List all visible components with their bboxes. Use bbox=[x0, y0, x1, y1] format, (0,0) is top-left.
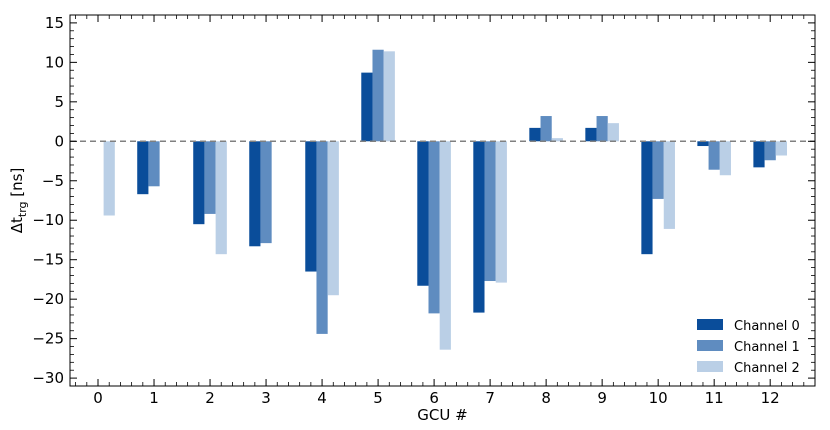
bar-channel-1-gcu-12 bbox=[764, 141, 776, 161]
y-tick-label: −30 bbox=[32, 369, 64, 387]
legend-swatch-channel-2 bbox=[697, 361, 723, 372]
y-tick-label: 5 bbox=[54, 93, 64, 111]
bar-channel-2-gcu-0 bbox=[103, 141, 115, 216]
bar-channel-0-gcu-1 bbox=[137, 141, 149, 195]
bar-channel-2-gcu-12 bbox=[775, 141, 787, 156]
bar-channel-0-gcu-11 bbox=[697, 141, 709, 147]
bar-channel-0-gcu-5 bbox=[361, 72, 373, 142]
bar-channel-0-gcu-4 bbox=[305, 141, 317, 272]
bar-channel-2-gcu-4 bbox=[327, 141, 339, 296]
x-tick-label: 11 bbox=[705, 389, 724, 407]
y-tick-label: −20 bbox=[32, 290, 64, 308]
x-tick-label: 2 bbox=[205, 389, 215, 407]
legend: Channel 0 Channel 1 Channel 2 bbox=[697, 319, 800, 376]
bar-channel-1-gcu-3 bbox=[260, 141, 272, 244]
bar-channel-0-gcu-10 bbox=[641, 141, 653, 255]
x-tick-label: 12 bbox=[761, 389, 780, 407]
bar-channel-1-gcu-1 bbox=[148, 141, 160, 187]
bar-channel-1-gcu-5 bbox=[372, 49, 384, 142]
ticks-layer bbox=[70, 14, 816, 387]
bar-channel-2-gcu-11 bbox=[719, 141, 731, 176]
y-axis-label-subscript: trg bbox=[16, 202, 29, 218]
bar-channel-1-gcu-10 bbox=[652, 141, 664, 199]
bar-channel-0-gcu-9 bbox=[585, 127, 597, 142]
bar-channel-2-gcu-9 bbox=[607, 123, 619, 142]
bar-channel-2-gcu-5 bbox=[383, 51, 395, 142]
bar-channel-1-gcu-7 bbox=[484, 141, 496, 282]
legend-label-channel-2: Channel 2 bbox=[734, 361, 800, 376]
x-tick-label: 8 bbox=[541, 389, 551, 407]
bar-channel-1-gcu-9 bbox=[596, 116, 608, 142]
legend-label-channel-0: Channel 0 bbox=[734, 319, 800, 334]
x-tick-label: 0 bbox=[93, 389, 103, 407]
x-tick-label: 3 bbox=[261, 389, 271, 407]
y-tick-label: −10 bbox=[32, 211, 64, 229]
bar-channel-1-gcu-8 bbox=[540, 116, 552, 142]
bar-channel-2-gcu-2 bbox=[215, 141, 227, 255]
bar-channel-0-gcu-2 bbox=[193, 141, 205, 225]
legend-swatch-channel-0 bbox=[697, 319, 723, 330]
x-tick-label: 4 bbox=[317, 389, 327, 407]
bar-channel-2-gcu-6 bbox=[439, 141, 451, 350]
y-tick-label: −15 bbox=[32, 251, 64, 269]
bar-channel-0-gcu-8 bbox=[529, 127, 541, 142]
x-tick-label: 5 bbox=[373, 389, 383, 407]
y-axis-label-main: Δt bbox=[8, 217, 26, 233]
bar-channel-2-gcu-8 bbox=[551, 138, 563, 142]
legend-label-channel-1: Channel 1 bbox=[734, 340, 800, 355]
bar-channel-0-gcu-12 bbox=[753, 141, 765, 168]
bar-channel-0-gcu-7 bbox=[473, 141, 485, 313]
axes-layer bbox=[69, 14, 816, 387]
y-tick-label: −25 bbox=[32, 330, 64, 348]
bar-channel-2-gcu-10 bbox=[663, 141, 675, 229]
y-tick-label: 10 bbox=[45, 53, 64, 71]
bars-layer bbox=[103, 49, 787, 350]
bar-channel-0-gcu-6 bbox=[417, 141, 429, 286]
legend-swatch-channel-1 bbox=[697, 340, 723, 351]
y-tick-label: 15 bbox=[45, 14, 64, 32]
x-tick-label: 1 bbox=[149, 389, 159, 407]
y-tick-label: 0 bbox=[54, 132, 64, 150]
x-tick-label: 10 bbox=[649, 389, 668, 407]
bar-channel-1-gcu-4 bbox=[316, 141, 328, 334]
x-tick-label: 9 bbox=[597, 389, 607, 407]
x-tick-label: 6 bbox=[429, 389, 439, 407]
x-axis-label: GCU # bbox=[417, 406, 467, 424]
bar-channel-1-gcu-11 bbox=[708, 141, 720, 170]
plot-frame bbox=[69, 14, 816, 387]
y-axis-label-unit: [ns] bbox=[8, 168, 26, 202]
bar-channel-1-gcu-2 bbox=[204, 141, 216, 214]
bar-channel-0-gcu-3 bbox=[249, 141, 261, 247]
x-tick-label: 7 bbox=[485, 389, 495, 407]
y-tick-label: −5 bbox=[42, 172, 64, 190]
bar-channel-1-gcu-6 bbox=[428, 141, 440, 314]
bar-channel-2-gcu-7 bbox=[495, 141, 507, 283]
y-axis-label: Δttrg [ns] bbox=[8, 168, 29, 234]
